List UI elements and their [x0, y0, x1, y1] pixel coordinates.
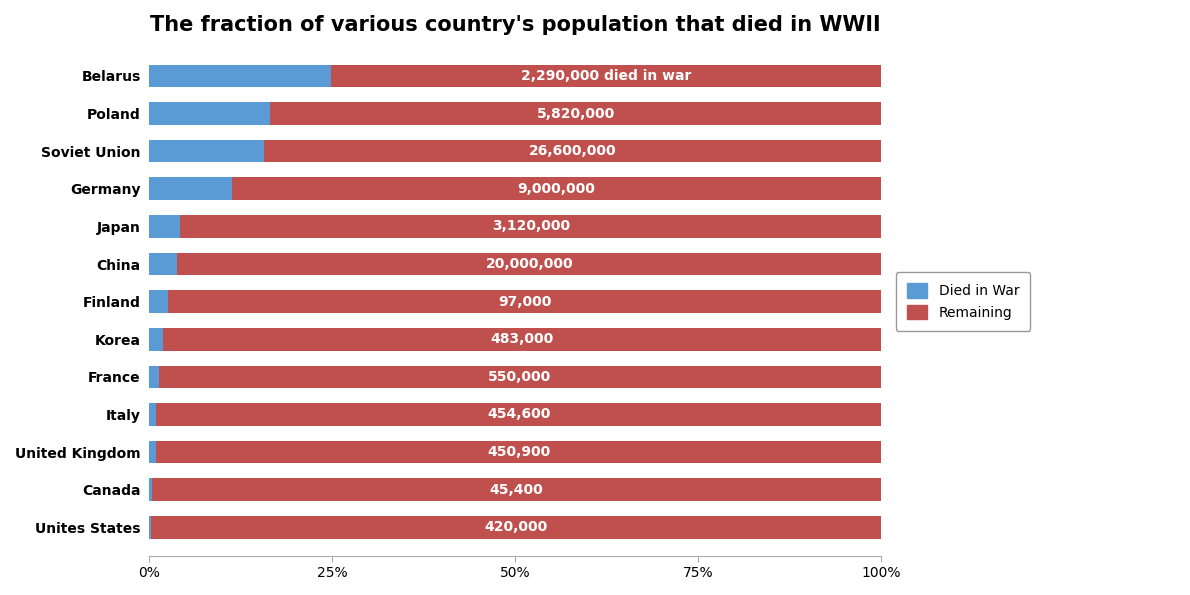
Text: 9,000,000: 9,000,000 — [518, 181, 595, 196]
Text: 20,000,000: 20,000,000 — [486, 257, 574, 271]
Bar — [180, 215, 882, 237]
Text: 5,820,000: 5,820,000 — [537, 107, 615, 121]
Text: 3,120,000: 3,120,000 — [491, 220, 570, 233]
Bar — [149, 441, 156, 464]
Bar — [149, 516, 151, 538]
Legend: Died in War, Remaining: Died in War, Remaining — [896, 273, 1031, 331]
Bar — [149, 328, 163, 350]
Bar — [156, 441, 882, 464]
Bar — [156, 403, 882, 426]
Title: The fraction of various country's population that died in WWII: The fraction of various country's popula… — [150, 15, 881, 35]
Text: 454,600: 454,600 — [487, 408, 551, 421]
Bar — [149, 478, 152, 501]
Text: 2,290,000 died in war: 2,290,000 died in war — [521, 69, 691, 83]
Bar — [232, 177, 882, 200]
Bar — [152, 478, 882, 501]
Bar — [270, 102, 882, 125]
Bar — [151, 516, 882, 538]
Bar — [149, 102, 270, 125]
Text: 420,000: 420,000 — [484, 521, 547, 534]
Bar — [149, 140, 263, 162]
Bar — [149, 253, 177, 275]
Text: 550,000: 550,000 — [488, 370, 552, 384]
Bar — [149, 365, 158, 388]
Bar — [331, 65, 882, 87]
Bar — [149, 215, 180, 237]
Bar — [149, 290, 168, 313]
Text: 450,900: 450,900 — [487, 445, 550, 459]
Bar — [168, 290, 882, 313]
Bar — [149, 177, 232, 200]
Bar — [158, 365, 882, 388]
Bar — [163, 328, 882, 350]
Bar — [149, 403, 156, 426]
Text: 45,400: 45,400 — [490, 483, 544, 497]
Bar — [177, 253, 882, 275]
Text: 483,000: 483,000 — [490, 332, 553, 346]
Text: 26,600,000: 26,600,000 — [528, 144, 616, 158]
Bar — [149, 65, 331, 87]
Bar — [263, 140, 882, 162]
Text: 97,000: 97,000 — [497, 295, 551, 309]
